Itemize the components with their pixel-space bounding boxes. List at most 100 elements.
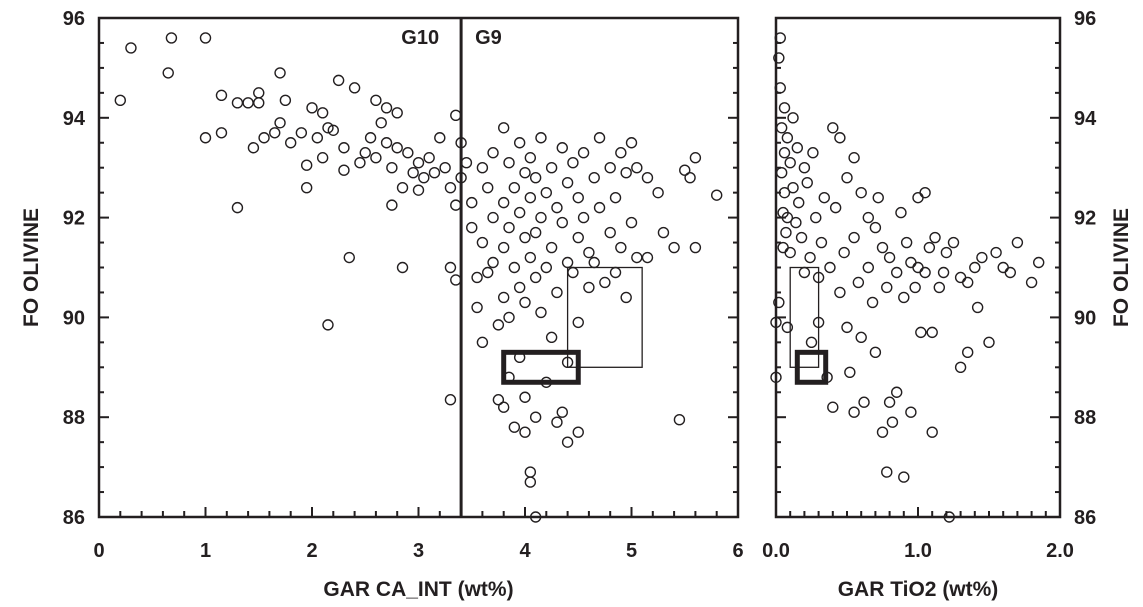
data-point	[535, 211, 547, 224]
data-point	[641, 171, 654, 184]
data-point	[519, 426, 531, 438]
data-point	[895, 206, 907, 219]
data-point	[940, 246, 953, 259]
data-point	[905, 406, 917, 418]
data-point	[519, 391, 531, 403]
data-point	[215, 127, 228, 139]
data-point	[668, 241, 680, 254]
data-point	[801, 176, 813, 189]
x-tick-label: 2.0	[1046, 540, 1074, 562]
data-point	[898, 471, 910, 483]
data-point	[391, 107, 403, 119]
data-point	[114, 94, 127, 107]
y-tick-label: 88	[63, 407, 85, 429]
data-point	[513, 137, 526, 149]
data-point	[364, 132, 377, 144]
data-point	[841, 321, 853, 334]
data-point	[929, 231, 941, 244]
y-tick-label: 86	[1074, 507, 1096, 529]
data-point	[909, 281, 921, 294]
data-point	[604, 226, 616, 239]
data-point	[689, 152, 702, 164]
data-point	[604, 161, 616, 174]
data-point	[969, 261, 981, 274]
data-point	[933, 281, 945, 294]
data-point	[498, 241, 510, 254]
data-point	[872, 191, 884, 204]
data-point	[561, 256, 574, 269]
data-point	[306, 102, 318, 114]
data-point	[1025, 276, 1038, 289]
data-point	[652, 186, 664, 199]
data-point	[460, 157, 473, 169]
data-point	[900, 236, 913, 249]
x-tick-label: 6	[732, 540, 743, 562]
highlight-box-thin	[566, 266, 643, 368]
data-point	[311, 132, 324, 144]
data-point	[434, 132, 446, 144]
data-point	[455, 137, 467, 149]
data-point	[773, 52, 785, 64]
x-axis-title: GAR CA_INT (wt%)	[323, 578, 513, 601]
data-point	[679, 164, 691, 176]
data-point	[503, 157, 515, 169]
data-point	[891, 266, 903, 279]
data-point	[444, 394, 457, 406]
data-point	[125, 42, 137, 54]
data-point	[620, 291, 632, 304]
data-point	[689, 241, 702, 254]
data-point	[852, 276, 865, 289]
data-point	[567, 266, 579, 279]
data-point	[805, 336, 818, 349]
data-point	[199, 32, 212, 44]
data-point	[354, 157, 366, 169]
data-point	[450, 199, 462, 211]
data-point	[274, 67, 286, 79]
data-point	[777, 241, 789, 254]
data-point	[545, 241, 558, 254]
x-tick-label: 3	[413, 540, 424, 562]
data-point	[990, 246, 1002, 259]
data-point	[412, 184, 425, 196]
data-point	[923, 241, 936, 254]
data-point	[402, 147, 414, 159]
data-point	[498, 401, 510, 413]
data-point	[418, 171, 430, 184]
data-point	[1004, 266, 1016, 279]
data-point	[848, 152, 860, 164]
data-point	[300, 159, 313, 171]
data-point	[503, 221, 515, 234]
data-point	[487, 256, 499, 269]
data-point	[423, 152, 435, 164]
x-tick-label: 1	[200, 540, 211, 562]
y-axis-title: FO OLIVINE	[1110, 208, 1133, 327]
data-point	[615, 147, 627, 159]
data-point	[162, 67, 174, 79]
data-point	[770, 316, 782, 329]
data-point	[508, 421, 521, 433]
data-point	[793, 196, 805, 209]
data-point	[657, 226, 670, 239]
data-point	[540, 261, 552, 274]
left-panel: 0 1 2 3 4 5 6 86 88 90 92 94 96 GAR CA_INT (wt%) FO OL…	[20, 8, 744, 601]
data-point	[572, 316, 584, 329]
data-point	[561, 176, 574, 189]
data-point	[524, 152, 537, 164]
data-point	[428, 166, 441, 179]
data-point	[593, 201, 606, 214]
data-point	[279, 94, 292, 107]
data-point	[937, 266, 950, 279]
data-point	[919, 186, 931, 199]
data-point	[827, 122, 839, 134]
data-point	[609, 266, 622, 279]
data-point	[396, 181, 409, 194]
data-point	[781, 132, 794, 144]
data-point	[780, 226, 792, 239]
data-point	[810, 211, 822, 224]
x-tick-label: 5	[626, 540, 637, 562]
y-tick-label: 90	[1074, 307, 1096, 329]
y-tick-label: 88	[1074, 407, 1096, 429]
data-point	[556, 216, 568, 229]
data-point	[487, 211, 499, 224]
data-point	[876, 241, 889, 254]
